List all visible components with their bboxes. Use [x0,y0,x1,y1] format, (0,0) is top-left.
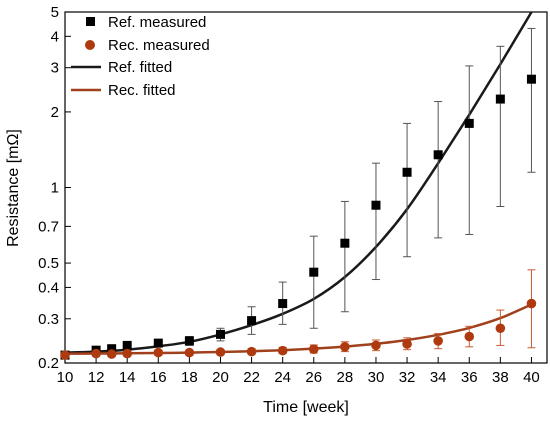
data-point-ref-measured [153,338,163,348]
x-axis-title: Time [week] [263,399,349,416]
y-axis-title: Resistance [mΩ] [5,129,22,247]
y-tick-label: 1 [51,180,59,197]
legend-marker-rec-measured [85,40,95,50]
data-point-rec-measured [277,345,288,356]
x-tick-label: 20 [212,369,229,386]
series-line-ref-fitted [64,11,533,354]
data-point-rec-measured [433,336,443,346]
data-point-rec-measured [246,346,257,357]
data-point-ref-measured [402,167,412,177]
x-tick-label: 40 [523,369,540,386]
y-tick-label: 3 [51,60,59,77]
data-point-rec-measured [122,348,132,359]
data-point-ref-measured [495,94,505,104]
x-tick-label: 22 [243,369,260,386]
x-tick-label: 38 [492,369,509,386]
legend-label-ref-fitted: Ref. fitted [108,59,172,76]
y-axis-ticks: 0.2 0.3 0.4 0.5 0.7 1 2 3 4 5 [38,4,71,372]
x-tick-label: 26 [305,369,322,386]
data-point-ref-measured [278,299,288,309]
data-point-rec-measured [60,350,70,360]
y-tick-label: 0.5 [38,255,59,272]
y-tick-label: 0.3 [38,311,59,328]
data-point-ref-measured [433,150,443,160]
y-tick-label: 0.7 [38,218,59,235]
x-tick-label: 32 [399,369,416,386]
data-point-ref-measured [107,344,117,354]
y-tick-label: 5 [51,4,59,21]
data-point-ref-measured [340,238,350,248]
legend-label-ref-measured: Ref. measured [108,14,206,31]
data-point-ref-measured [247,316,257,326]
data-point-ref-measured [309,267,319,277]
series-line-rec-fitted [64,303,533,355]
y-tick-label: 2 [51,104,59,121]
data-point-rec-measured [402,339,412,349]
x-axis-ticks: 10 12 14 16 18 20 22 24 26 28 30 32 34 36 38 40 [57,357,540,386]
data-point-rec-measured [91,348,101,359]
data-point-ref-measured [464,118,474,128]
x-tick-label: 34 [430,369,447,386]
legend: Ref. measured Rec. measured Ref. fitted … [71,14,210,99]
y-tick-label: 0.2 [38,355,59,372]
data-point-ref-measured [184,336,194,346]
x-tick-label: 24 [274,369,291,386]
data-point-rec-measured [106,349,117,359]
data-point-ref-measured [215,329,225,339]
data-point-ref-measured [371,200,381,210]
data-point-rec-measured [153,347,164,358]
legend-label-rec-measured: Rec. measured [108,37,210,54]
data-point-rec-measured [184,347,195,358]
data-point-ref-measured [526,74,536,84]
x-tick-label: 18 [181,369,198,386]
legend-marker-ref-measured [86,17,95,26]
data-point-rec-measured [526,298,537,309]
data-point-rec-measured [308,344,319,354]
x-tick-label: 10 [57,369,74,386]
data-point-rec-measured [340,342,350,352]
data-point-rec-measured [464,331,475,342]
x-tick-label: 12 [88,369,105,386]
y-tick-label: 4 [51,28,59,45]
error-bars [61,27,536,359]
data-point-rec-measured [495,323,506,334]
data-point-rec-measured [371,340,381,351]
data-point-rec-measured [215,347,226,357]
fitted-curves [64,11,533,355]
legend-label-rec-fitted: Rec. fitted [108,82,176,99]
x-tick-label: 28 [337,369,354,386]
x-tick-label: 14 [119,369,136,386]
y-tick-label: 0.4 [38,279,59,296]
data-points [60,74,537,360]
x-tick-label: 36 [461,369,478,386]
x-tick-label: 30 [368,369,385,386]
x-tick-label: 16 [150,369,167,386]
data-point-ref-measured [122,340,132,350]
